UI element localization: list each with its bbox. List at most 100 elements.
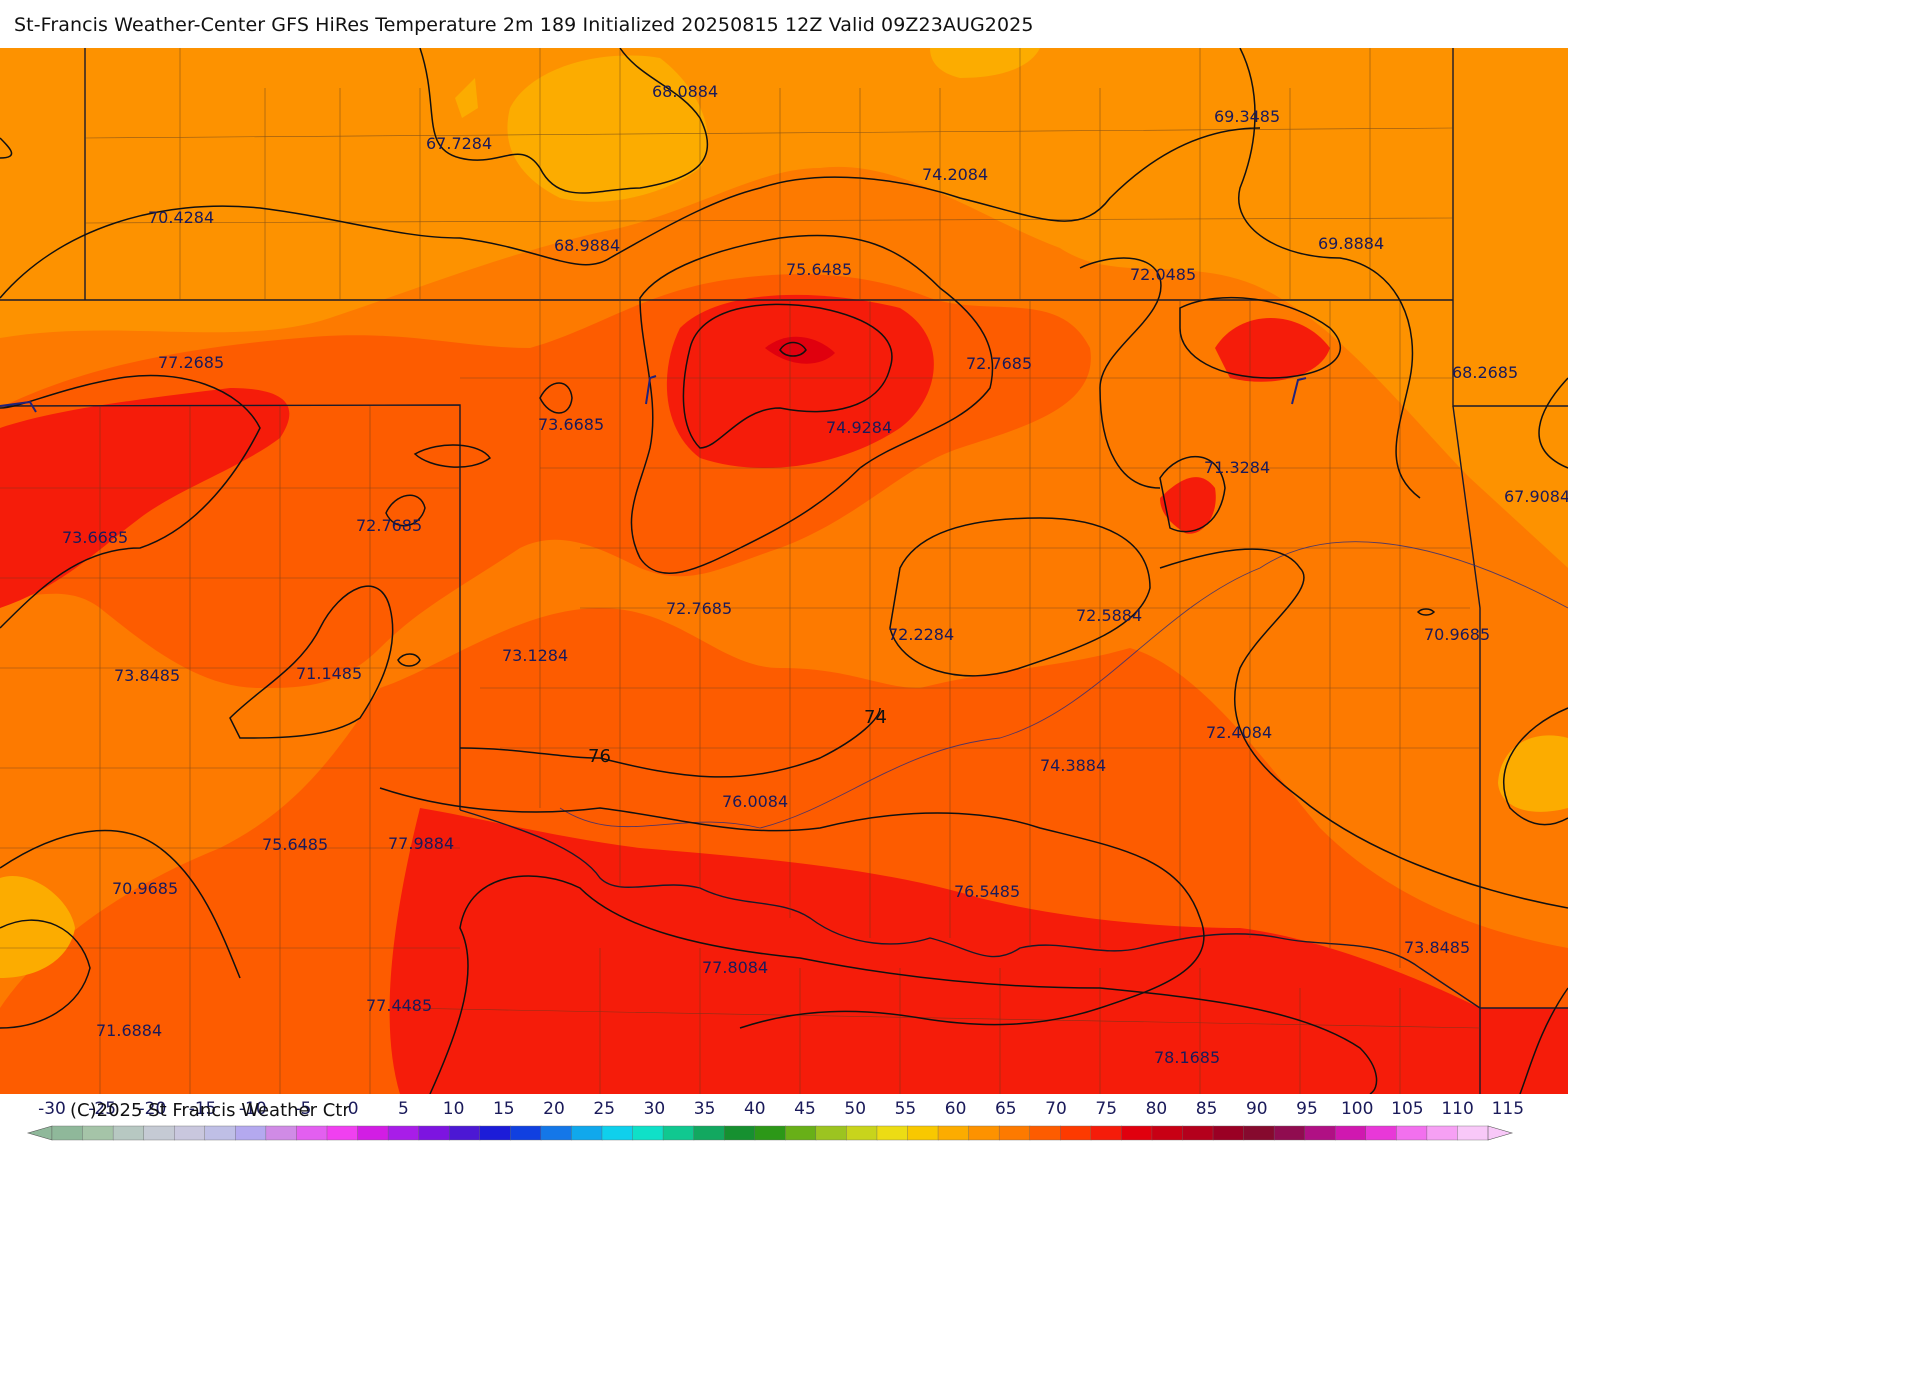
legend-swatch [754, 1125, 786, 1141]
legend-swatch [51, 1125, 84, 1141]
legend-swatch [265, 1125, 298, 1141]
legend-tick-label: 45 [794, 1099, 816, 1119]
legend-swatch [815, 1125, 848, 1141]
legend-tick-label: 20 [543, 1099, 565, 1119]
point-value: 74.3884 [1040, 756, 1106, 775]
isotherm-small-loop-d [397, 653, 421, 667]
state-borders [0, 48, 1568, 1094]
legend-swatch [632, 1125, 664, 1141]
legend-swatch [1121, 1125, 1153, 1141]
point-value: 73.6685 [62, 528, 128, 547]
temp-band-85-90-central [765, 336, 835, 364]
isotherm-70-north [0, 127, 1261, 299]
legend-tick-label: 55 [895, 1099, 917, 1119]
state-border-ar [1452, 405, 1481, 1094]
legend-swatch [174, 1125, 206, 1141]
point-value: 74.9284 [826, 418, 892, 437]
temp-band-80-85-east-spot [1160, 477, 1216, 534]
legend-tick-label: 85 [1196, 1099, 1218, 1119]
legend-colorbar [26, 1125, 1514, 1141]
legend-tick-label: 65 [995, 1099, 1017, 1119]
legend-swatch [1273, 1125, 1306, 1141]
legend-swatch [1060, 1125, 1092, 1141]
point-value: 67.9084 [1504, 487, 1568, 506]
legend-tick-label: 0 [348, 1099, 359, 1119]
isotherm-74-south [459, 707, 881, 778]
point-value: 68.0884 [652, 82, 718, 101]
point-value: 76.0084 [722, 792, 788, 811]
legend-swatch [448, 1125, 481, 1141]
wind-barb-b [1291, 377, 1307, 405]
legend-tick-label: -5 [295, 1099, 312, 1119]
legend-tick-label: -30 [38, 1099, 66, 1119]
legend-swatch [1304, 1125, 1336, 1141]
isotherm-74-southwest [0, 829, 241, 979]
legend-tick-label: 30 [644, 1099, 666, 1119]
temp-band-65-70-west [0, 876, 75, 978]
isotherm-68-north [419, 48, 709, 194]
point-value: 73.8485 [114, 666, 180, 685]
point-value: 74.2084 [922, 165, 988, 184]
temperature-shading [0, 48, 1568, 1094]
legend-tick-label: 80 [1146, 1099, 1168, 1119]
contour-label: 74 [864, 707, 887, 728]
legend-tick-label: 75 [1095, 1099, 1117, 1119]
legend-swatch [846, 1125, 878, 1141]
isotherm-small-loop-f [779, 341, 807, 357]
point-value: 77.9884 [388, 834, 454, 853]
isotherm-small-loop-a [539, 382, 573, 414]
legend-swatch [1396, 1125, 1428, 1141]
isotherm-76-northeast [1179, 296, 1342, 379]
point-values: 68.0884 67.7284 69.3485 74.2084 70.4284 … [62, 82, 1568, 1067]
isotherm-72-east [889, 517, 1151, 677]
legend-swatch [296, 1125, 328, 1141]
legend-swatch [1151, 1125, 1184, 1141]
isotherm-72-northeast [1079, 257, 1162, 489]
map-title: St-Francis Weather-Center GFS HiRes Temp… [14, 14, 1034, 36]
legend-swatch [143, 1125, 175, 1141]
point-value: 72.5884 [1076, 606, 1142, 625]
wind-barb-c [0, 400, 37, 413]
legend-tick-label: -20 [139, 1099, 167, 1119]
red-river-border [459, 809, 1568, 1009]
legend-swatch [571, 1125, 603, 1141]
isotherm-78-south [429, 875, 1378, 1094]
point-value: 73.6685 [538, 415, 604, 434]
legend-swatch [326, 1125, 359, 1141]
legend-swatch [1426, 1125, 1459, 1141]
legend-swatch [235, 1125, 267, 1141]
temp-band-65-70-top [930, 48, 1040, 78]
point-value: 67.7284 [426, 134, 492, 153]
isotherm-small-loop-e [1416, 608, 1436, 616]
point-value: 75.6485 [262, 835, 328, 854]
temp-band-80-85-northeast [1215, 318, 1330, 382]
temp-band-80-85-south [389, 808, 1568, 1094]
legend-swatch [82, 1125, 114, 1141]
isotherm-76-central [682, 303, 893, 449]
temp-band-65-70-east [1498, 735, 1568, 812]
legend-arrow-high [1487, 1125, 1514, 1141]
legend-swatch [357, 1125, 389, 1141]
state-border-panhandle [0, 404, 461, 810]
temp-band-80-85-central [666, 294, 934, 468]
legend-swatch [387, 1125, 420, 1141]
copyright-text: (C)2025 St Francis Weather Ctr [70, 1100, 350, 1121]
legend-swatch [1457, 1125, 1489, 1141]
legend-swatch [1090, 1125, 1123, 1141]
legend-swatch [601, 1125, 634, 1141]
legend-swatch [937, 1125, 970, 1141]
map-canvas: 68.0884 67.7284 69.3485 74.2084 70.4284 … [0, 48, 1568, 1094]
point-value: 69.8884 [1318, 234, 1384, 253]
point-value: 72.4084 [1206, 723, 1272, 742]
legend-tick-label: -15 [189, 1099, 217, 1119]
rivers [559, 541, 1568, 829]
legend-swatch [1029, 1125, 1061, 1141]
legend-swatch [112, 1125, 145, 1141]
legend-ticks: -30 -25 -20 -15 -10 -5 0 5 10 15 20 25 30 35 40 45 50 55 6… [38, 1099, 1524, 1119]
legend-swatch [968, 1125, 1000, 1141]
isotherm-76-west [0, 374, 261, 629]
isotherm-76-south [379, 787, 1205, 1029]
isotherm-southeast-edge [1519, 987, 1568, 1094]
point-value: 70.9685 [112, 879, 178, 898]
legend-tick-label: 100 [1341, 1099, 1373, 1119]
